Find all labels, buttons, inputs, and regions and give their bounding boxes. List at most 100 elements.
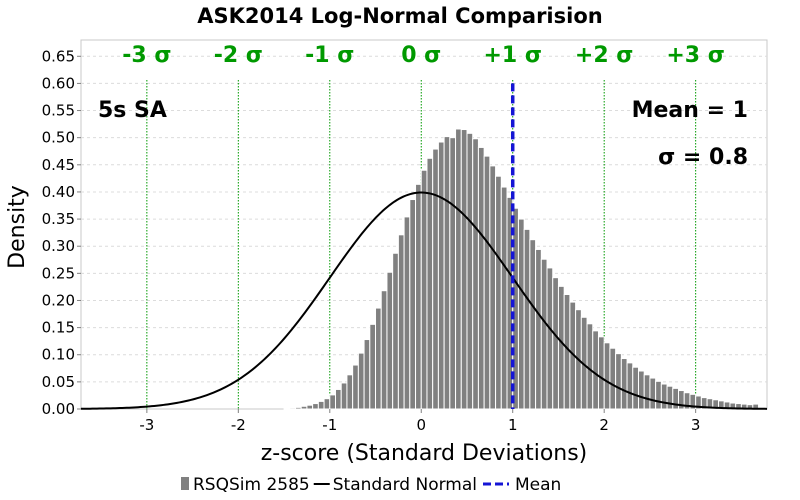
- sigma-label: +1 σ: [483, 43, 542, 68]
- sigma-label: +2 σ: [575, 43, 634, 68]
- histogram-bar: [426, 157, 434, 410]
- histogram-bar: [466, 132, 474, 410]
- x-tick-label: 0: [416, 416, 426, 434]
- histogram-bar: [477, 146, 485, 410]
- histogram-bar: [597, 336, 605, 410]
- plot-area: [80, 39, 768, 410]
- y-tick-label: 0.65: [42, 47, 75, 65]
- histogram-bar: [352, 364, 359, 410]
- histogram-bar: [517, 218, 525, 410]
- histogram-bar: [495, 175, 502, 410]
- mean-annotation: Mean = 1: [632, 98, 748, 123]
- histogram-bar: [294, 406, 302, 410]
- sigma-label: -1 σ: [305, 43, 354, 68]
- standard-normal-curve: [80, 191, 768, 410]
- histogram-bar: [500, 186, 508, 410]
- sigma-label: +3 σ: [666, 43, 725, 68]
- histogram-bar: [603, 342, 611, 410]
- histogram-bar: [392, 252, 399, 410]
- y-tick-label: 0.05: [42, 373, 75, 391]
- x-tick-label: 2: [599, 416, 609, 434]
- histogram-bar: [523, 228, 531, 410]
- histogram-bar: [472, 138, 479, 410]
- histogram-bar: [300, 405, 308, 410]
- y-axis-ticks: 0.00 0.05 0.10 0.15 0.20 0.25 0.30 0.35 0.40 0.45…: [42, 47, 81, 418]
- histogram-bar: [626, 362, 634, 410]
- histogram-bar: [317, 400, 325, 410]
- histogram-bar: [632, 366, 639, 410]
- x-tick-label: -3: [139, 416, 154, 434]
- histogram-bar: [403, 216, 411, 410]
- legend-marker-histogram: [181, 477, 189, 490]
- histogram-bar: [363, 339, 371, 410]
- y-tick-label: 0.50: [42, 129, 75, 147]
- y-tick-label: 0.20: [42, 291, 75, 309]
- y-tick-label: 0.00: [42, 400, 75, 418]
- histogram-bar: [535, 248, 542, 410]
- histogram-bar: [329, 394, 337, 410]
- histogram-bar: [283, 407, 291, 410]
- histogram-bar: [432, 148, 439, 410]
- histogram-bar: [312, 403, 319, 410]
- histogram-bar: [455, 128, 462, 410]
- sigma-labels: -3 σ -2 σ -1 σ 0 σ +1 σ +2 σ +3 σ: [122, 43, 725, 68]
- histogram-bar: [375, 307, 382, 410]
- sigma-label: -2 σ: [214, 43, 263, 68]
- sigma-annotation: σ = 0.8: [658, 145, 748, 170]
- histogram-bar: [643, 374, 651, 410]
- period-annotation: 5s SA: [98, 98, 167, 123]
- histogram-bar: [346, 374, 354, 410]
- y-tick-label: 0.40: [42, 183, 75, 201]
- histogram-bar: [420, 169, 428, 410]
- histogram-bar: [637, 370, 645, 410]
- x-tick-label: -2: [231, 416, 246, 434]
- histogram-bar: [609, 347, 617, 410]
- histogram-bars: [283, 128, 760, 410]
- y-axis-title: Density: [5, 185, 30, 269]
- histogram-bar: [563, 294, 571, 410]
- chart-title: ASK2014 Log-Normal Comparision: [197, 4, 602, 28]
- x-tick-label: -1: [322, 416, 337, 434]
- histogram-bar: [592, 330, 599, 410]
- y-tick-label: 0.45: [42, 156, 75, 174]
- x-axis-ticks: -3 -2 -1 0 1 2 3: [139, 409, 700, 434]
- histogram-bar: [529, 239, 537, 410]
- histogram-bar: [666, 385, 674, 410]
- y-tick-label: 0.60: [42, 74, 75, 92]
- histogram-bar: [415, 183, 422, 410]
- histogram-bar: [483, 155, 491, 410]
- x-tick-label: 3: [691, 416, 701, 434]
- histogram-bar: [397, 234, 405, 410]
- histogram-bar: [489, 165, 497, 410]
- histogram-bar: [615, 353, 622, 410]
- legend-label-histogram: RSQSim 2585: [193, 475, 310, 495]
- y-tick-label: 0.35: [42, 210, 75, 228]
- legend-label-normal: Standard Normal: [333, 475, 477, 495]
- histogram-bar: [546, 267, 554, 410]
- histogram-bar: [655, 380, 662, 410]
- histogram-bar: [340, 382, 348, 410]
- x-axis-title: z-score (Standard Deviations): [261, 441, 588, 466]
- y-tick-label: 0.25: [42, 264, 75, 282]
- histogram-bar: [323, 398, 331, 410]
- y-tick-label: 0.30: [42, 237, 75, 255]
- histogram-bar: [449, 137, 457, 410]
- histogram-bar: [460, 129, 468, 410]
- legend: RSQSim 2585 Standard Normal Mean: [181, 475, 561, 495]
- histogram-bar: [380, 290, 388, 410]
- histogram-bar: [437, 141, 445, 410]
- histogram-bar: [552, 277, 559, 410]
- y-tick-label: 0.55: [42, 102, 75, 120]
- sigma-label: 0 σ: [401, 43, 441, 68]
- histogram-bar: [306, 404, 314, 410]
- histogram-bar: [289, 407, 296, 410]
- histogram-bar: [369, 323, 377, 410]
- histogram-bar: [672, 387, 680, 410]
- histogram-bar: [540, 258, 548, 410]
- histogram-bar: [386, 271, 394, 410]
- histogram-bar: [335, 388, 342, 410]
- sigma-label: -3 σ: [122, 43, 171, 68]
- histogram-bar: [557, 285, 565, 410]
- histogram-bar: [443, 136, 451, 410]
